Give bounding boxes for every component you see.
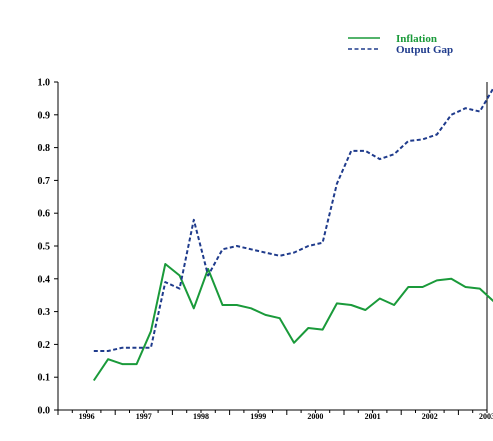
axes: 0.0 0.1 0.2 0.3 0.4 0.5 0.6 0.7 0.8 0.9 1.0 1996 199… bbox=[38, 78, 493, 422]
series-line-inflation bbox=[94, 264, 493, 381]
y-tick-label: 0.2 bbox=[38, 340, 51, 351]
y-tick-label: 0.5 bbox=[38, 242, 51, 253]
x-tick-label: 1999 bbox=[250, 412, 266, 421]
x-tick-label: 2000 bbox=[307, 412, 323, 421]
x-tick-label: 1996 bbox=[79, 412, 95, 421]
x-tick-label: 2002 bbox=[422, 412, 438, 421]
y-tick-label: 0.3 bbox=[38, 307, 51, 318]
y-tick-label: 0.9 bbox=[38, 110, 51, 121]
y-tick-label: 0.1 bbox=[38, 373, 51, 384]
y-tick-label: 0.8 bbox=[38, 143, 51, 154]
y-tick-label: 1.0 bbox=[38, 78, 51, 89]
y-tick-label: 0.4 bbox=[38, 274, 51, 285]
x-tick-label: 1998 bbox=[193, 412, 209, 421]
y-tick-label: 0.6 bbox=[38, 209, 51, 220]
y-tick-label: 0.0 bbox=[38, 406, 51, 417]
series-line-output-gap bbox=[94, 87, 493, 351]
x-tick-label: 2003 bbox=[479, 412, 493, 421]
x-tick-label: 1997 bbox=[136, 412, 152, 421]
series-layer bbox=[94, 87, 493, 381]
y-tick-label: 0.7 bbox=[38, 176, 51, 187]
legend-label: Output Gap bbox=[396, 44, 453, 56]
x-tick-label: 2001 bbox=[365, 412, 381, 421]
